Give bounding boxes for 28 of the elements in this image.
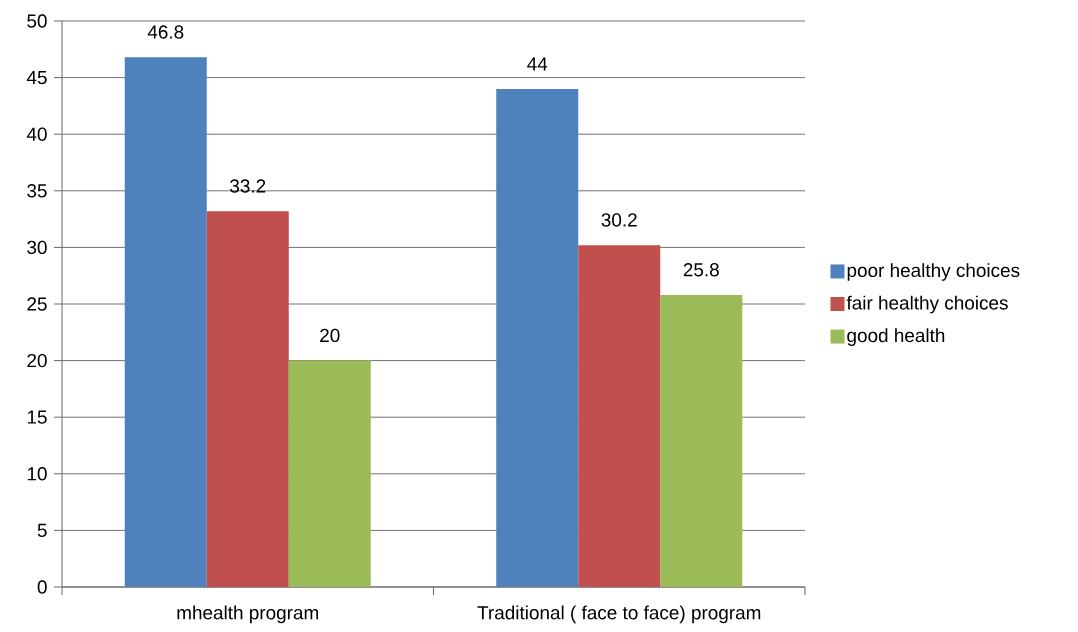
legend-label: good health <box>847 328 945 346</box>
legend-label: poor healthy choices <box>847 263 1020 281</box>
data-label: 46.8 <box>147 25 184 39</box>
y-tick-label: 0 <box>37 580 47 594</box>
y-tick-label: 45 <box>26 71 47 85</box>
bar <box>206 211 289 587</box>
legend-label: fair healthy choices <box>846 295 1008 314</box>
data-label: 44 <box>527 57 548 71</box>
y-tick-label: 35 <box>27 184 47 198</box>
bar <box>578 245 661 587</box>
data-label: 30.2 <box>601 213 637 227</box>
x-tick-label: Traditional ( face to face) program <box>477 605 761 624</box>
y-tick-label: 50 <box>27 14 47 28</box>
data-label: 25.8 <box>683 263 719 277</box>
data-label: 33.2 <box>230 179 266 193</box>
bar <box>660 294 743 587</box>
y-tick-label: 10 <box>27 467 47 481</box>
y-tick-label: 15 <box>27 410 47 424</box>
y-tick-label: 25 <box>27 297 47 311</box>
y-tick-label: 20 <box>27 353 47 368</box>
bar <box>124 57 207 587</box>
y-tick-label: 5 <box>37 523 47 538</box>
data-label: 20 <box>320 328 340 343</box>
bar <box>288 360 371 587</box>
y-tick-label: 40 <box>26 127 47 141</box>
x-tick-label: mhealth program <box>177 605 318 624</box>
bar <box>496 88 579 587</box>
y-tick-label: 30 <box>27 240 47 255</box>
